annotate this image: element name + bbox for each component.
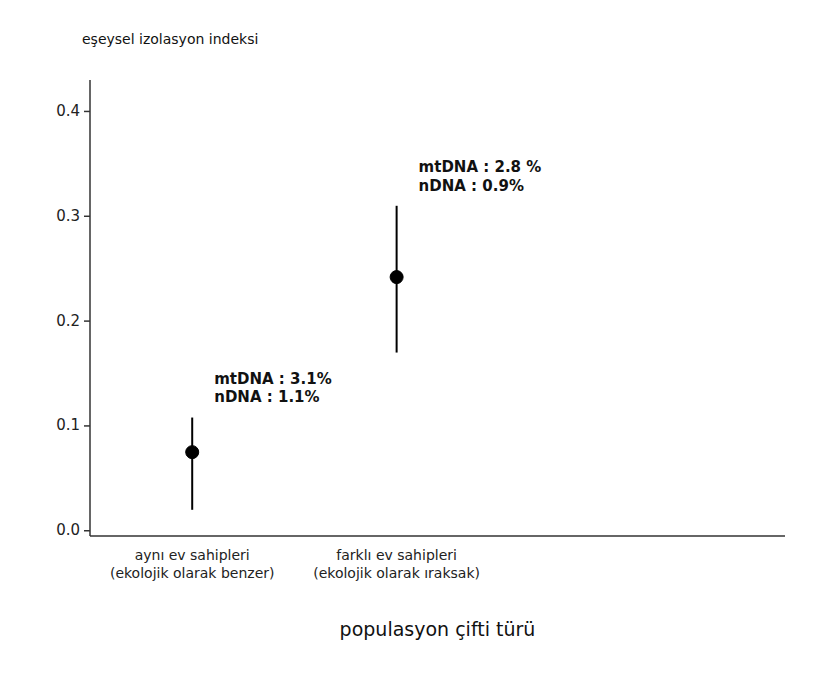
- y-tick: [84, 425, 90, 427]
- y-tick-label: 0.2: [56, 312, 80, 330]
- y-tick-label: 0.0: [56, 521, 80, 539]
- point[interactable]: [390, 271, 403, 284]
- x-axis: aynı ev sahipleri(ekolojik olarak benzer…: [90, 536, 785, 581]
- y-tick: [84, 216, 90, 218]
- error-bar: [191, 418, 193, 510]
- y-axis-label: eşeysel izolasyon indeksi: [82, 31, 258, 47]
- x-tick-label: aynı ev sahipleri(ekolojik olarak benzer…: [110, 547, 275, 581]
- y-axis: 0.0 0.1 0.2 0.3 0.4: [56, 80, 90, 539]
- y-tick: [84, 320, 90, 322]
- annotation: mtDNA : 3.1%nDNA : 1.1%: [214, 370, 331, 407]
- y-tick-label: 0.1: [56, 416, 80, 434]
- y-tick-label: 0.3: [56, 207, 80, 225]
- x-axis-line: [90, 535, 785, 537]
- chart: 0.0 0.1 0.2 0.3 0.4 aynı ev sahipleri(ekoloji…: [0, 0, 825, 676]
- y-tick: [84, 530, 90, 532]
- x-axis-label: populasyon çifti türü: [340, 618, 536, 640]
- plot-area: [186, 206, 403, 510]
- annotation: mtDNA : 2.8 %nDNA : 0.9%: [419, 158, 542, 195]
- point[interactable]: [186, 446, 199, 459]
- y-axis-line: [89, 80, 91, 536]
- y-tick: [84, 111, 90, 113]
- y-tick-label: 0.4: [56, 102, 80, 120]
- x-tick-label: farklı ev sahipleri(ekolojik olarak ırak…: [313, 547, 480, 581]
